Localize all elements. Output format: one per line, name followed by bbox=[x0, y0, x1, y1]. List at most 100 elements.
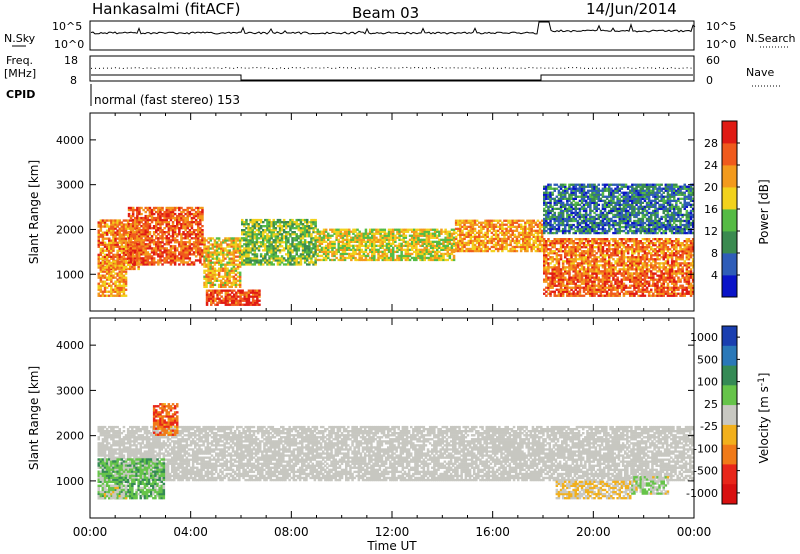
power-cell bbox=[122, 280, 126, 283]
power-cell bbox=[278, 261, 282, 264]
power-cell bbox=[118, 237, 121, 240]
power-cell bbox=[207, 295, 211, 298]
power-cell bbox=[429, 258, 433, 262]
power-cell bbox=[505, 229, 508, 233]
power-cell bbox=[406, 254, 410, 258]
power-cell bbox=[389, 254, 393, 258]
power-cell bbox=[171, 225, 175, 228]
power-cell bbox=[212, 301, 215, 304]
power-cell bbox=[140, 257, 143, 260]
power-cell bbox=[469, 237, 473, 241]
power-cell bbox=[257, 233, 261, 236]
power-cell bbox=[377, 248, 380, 252]
power-cell bbox=[226, 237, 229, 240]
power-cell bbox=[423, 240, 426, 244]
power-cell bbox=[222, 275, 225, 278]
power-cell bbox=[643, 250, 647, 253]
power-cell bbox=[511, 225, 514, 229]
power-cell bbox=[99, 241, 103, 244]
power-cell bbox=[587, 242, 590, 245]
power-cell bbox=[215, 241, 219, 244]
power-cell bbox=[303, 255, 307, 258]
power-cell bbox=[614, 268, 617, 271]
power-cell bbox=[247, 261, 250, 264]
power-cell bbox=[105, 237, 109, 240]
power-cell bbox=[105, 219, 109, 222]
power-cell bbox=[199, 227, 202, 230]
power-cell bbox=[433, 230, 437, 233]
power-cell bbox=[124, 225, 128, 228]
power-cell bbox=[339, 252, 343, 256]
power-cell bbox=[169, 235, 173, 238]
power-cell bbox=[129, 249, 133, 252]
power-cell bbox=[442, 246, 445, 250]
power-cell bbox=[103, 245, 107, 248]
power-cell bbox=[129, 263, 132, 267]
power-cell bbox=[549, 248, 552, 251]
power-cell bbox=[427, 238, 431, 242]
power-cell bbox=[192, 212, 196, 216]
power-cell bbox=[398, 256, 401, 260]
power-cell bbox=[572, 244, 575, 247]
power-cell bbox=[591, 252, 594, 255]
power-cell bbox=[159, 245, 162, 248]
power-cell bbox=[268, 255, 271, 258]
power-cell bbox=[270, 225, 273, 228]
power-cell bbox=[144, 257, 147, 260]
power-cell bbox=[110, 280, 113, 283]
power-cell bbox=[366, 238, 370, 242]
power-cell bbox=[622, 258, 626, 261]
power-cell bbox=[232, 269, 236, 272]
power-cell bbox=[343, 230, 347, 233]
power-cell bbox=[293, 255, 296, 258]
power-cell bbox=[486, 235, 489, 239]
power-cell bbox=[184, 223, 187, 226]
power-cell bbox=[436, 230, 439, 233]
power-cell bbox=[677, 266, 680, 269]
power-cell bbox=[257, 218, 261, 222]
power-cell bbox=[245, 243, 248, 246]
power-cell bbox=[289, 251, 292, 254]
power-cell bbox=[295, 237, 298, 240]
power-cell bbox=[201, 218, 204, 222]
power-cell bbox=[524, 247, 527, 251]
power-cell bbox=[276, 259, 280, 262]
power-cell bbox=[398, 232, 401, 235]
power-cell bbox=[463, 227, 466, 231]
power-cell bbox=[289, 227, 292, 230]
power-cell bbox=[99, 268, 103, 271]
power-cell bbox=[205, 275, 208, 278]
power-cell bbox=[350, 230, 353, 233]
power-cell bbox=[105, 243, 109, 246]
power-cell bbox=[545, 242, 548, 245]
power-cell bbox=[116, 255, 119, 259]
power-cell bbox=[180, 233, 183, 236]
power-cell bbox=[165, 255, 168, 258]
power-cell bbox=[136, 235, 139, 238]
power-cell bbox=[259, 231, 263, 234]
power-cell bbox=[207, 261, 210, 264]
power-cell bbox=[155, 235, 158, 238]
power-cell bbox=[553, 264, 556, 267]
power-cell bbox=[658, 268, 661, 271]
power-cell bbox=[415, 234, 418, 237]
power-cell bbox=[120, 239, 124, 242]
power-cell bbox=[631, 266, 634, 269]
power-cell bbox=[368, 244, 372, 248]
power-cell bbox=[120, 274, 124, 277]
power-cell bbox=[222, 277, 225, 280]
power-cell bbox=[144, 216, 147, 220]
power-cell bbox=[131, 241, 135, 244]
power-cell bbox=[415, 250, 418, 254]
power-cell bbox=[457, 243, 460, 247]
power-cell bbox=[308, 263, 311, 266]
power-cell bbox=[262, 231, 265, 234]
power-cell bbox=[207, 265, 210, 268]
power-cell bbox=[155, 241, 158, 244]
power-cell bbox=[178, 206, 181, 210]
power-cell bbox=[257, 241, 261, 244]
power-cell bbox=[259, 233, 263, 236]
power-cell bbox=[108, 278, 111, 281]
power-cell bbox=[327, 232, 330, 235]
power-cell bbox=[186, 210, 189, 214]
